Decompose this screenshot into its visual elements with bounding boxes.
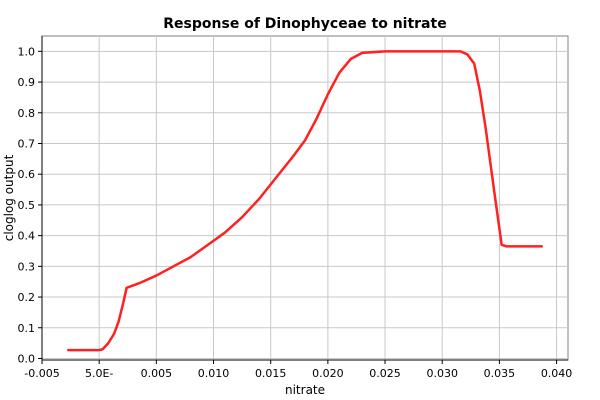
tick-layer: -0.005 5.0E- 0.005 0.010 0.015 0.020 0.025 0.03… bbox=[18, 45, 573, 380]
y-tick-label: 0.9 bbox=[18, 76, 36, 89]
y-tick-label: 0.7 bbox=[18, 137, 36, 150]
y-tick-label: 0.5 bbox=[18, 199, 36, 212]
x-tick-label: 5.0E- bbox=[85, 367, 113, 380]
series-layer bbox=[67, 50, 543, 352]
y-tick-label: 0.6 bbox=[18, 168, 36, 181]
y-tick-label: 0.3 bbox=[18, 260, 36, 273]
x-tick-label: 0.030 bbox=[426, 367, 458, 380]
y-tick-label: 0.8 bbox=[18, 107, 36, 120]
y-tick-label: 0.2 bbox=[18, 291, 36, 304]
series-line bbox=[67, 50, 543, 352]
chart-title: Response of Dinophyceae to nitrate bbox=[163, 16, 446, 32]
x-tick-label: -0.005 bbox=[24, 367, 59, 380]
x-tick-label: 0.005 bbox=[141, 367, 173, 380]
x-tick-label: 0.040 bbox=[541, 367, 573, 380]
x-tick-label: 0.010 bbox=[198, 367, 230, 380]
y-tick-label: 1.0 bbox=[18, 45, 36, 58]
y-tick-label: 0.0 bbox=[18, 352, 36, 365]
y-axis-label: cloglog output bbox=[2, 154, 16, 241]
x-tick-label: 0.020 bbox=[312, 367, 344, 380]
x-tick-label: 0.035 bbox=[484, 367, 516, 380]
x-axis-label: nitrate bbox=[285, 383, 325, 397]
y-tick-label: 0.1 bbox=[18, 322, 36, 335]
y-tick-label: 0.4 bbox=[18, 230, 36, 243]
x-tick-label: 0.025 bbox=[369, 367, 401, 380]
x-tick-label: 0.015 bbox=[255, 367, 287, 380]
axes bbox=[41, 36, 568, 361]
